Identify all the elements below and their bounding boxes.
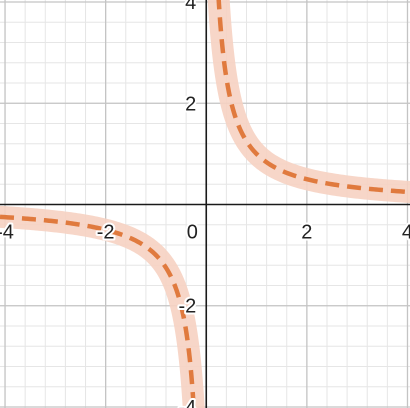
y-tick-label: 2 [185, 93, 196, 115]
curve-halo-1 [207, 0, 410, 203]
x-tick-label: 2 [301, 222, 312, 244]
curve-line-2 [0, 214, 196, 408]
curve-line-1 [216, 0, 410, 195]
y-tick-label: 4 [185, 0, 196, 14]
y-tick-label: -2 [178, 296, 196, 318]
x-tick-label: -4 [0, 222, 14, 244]
x-tick-label: -2 [97, 222, 115, 244]
x-tick-label: 0 [187, 222, 198, 244]
y-tick-label: -4 [178, 397, 196, 408]
curve-halo-2 [0, 205, 205, 408]
x-tick-label: 4 [402, 222, 410, 244]
